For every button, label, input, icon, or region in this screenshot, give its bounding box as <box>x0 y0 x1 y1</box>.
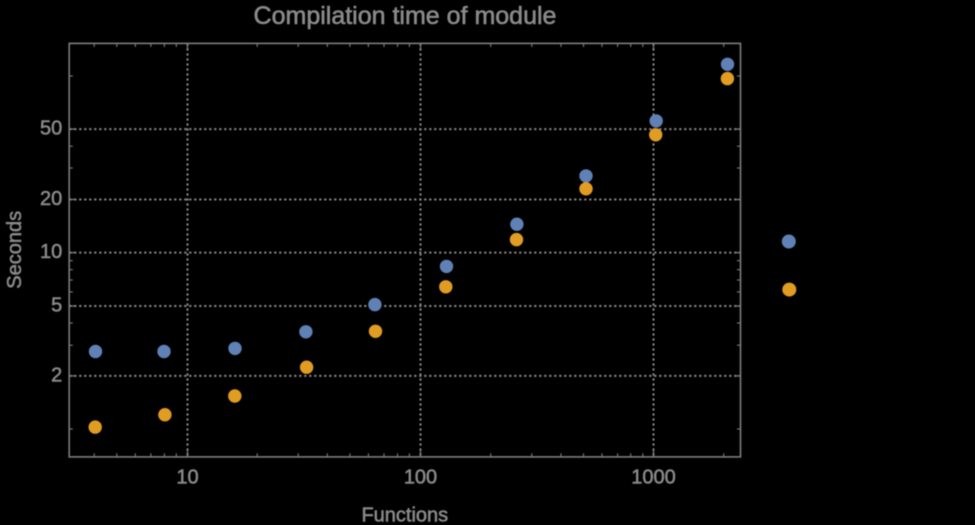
svg-text:50: 50 <box>40 118 62 140</box>
svg-text:10: 10 <box>40 241 62 263</box>
svg-text:100: 100 <box>404 467 437 489</box>
svg-text:5: 5 <box>51 295 62 317</box>
svg-text:20: 20 <box>40 188 62 210</box>
svg-text:Functions: Functions <box>361 505 448 525</box>
svg-text:Compilation time of module: Compilation time of module <box>254 2 557 30</box>
svg-text:10: 10 <box>176 467 198 489</box>
svg-text:2: 2 <box>51 365 62 387</box>
svg-text:Seconds: Seconds <box>4 211 26 289</box>
svg-text:1000: 1000 <box>631 467 676 489</box>
